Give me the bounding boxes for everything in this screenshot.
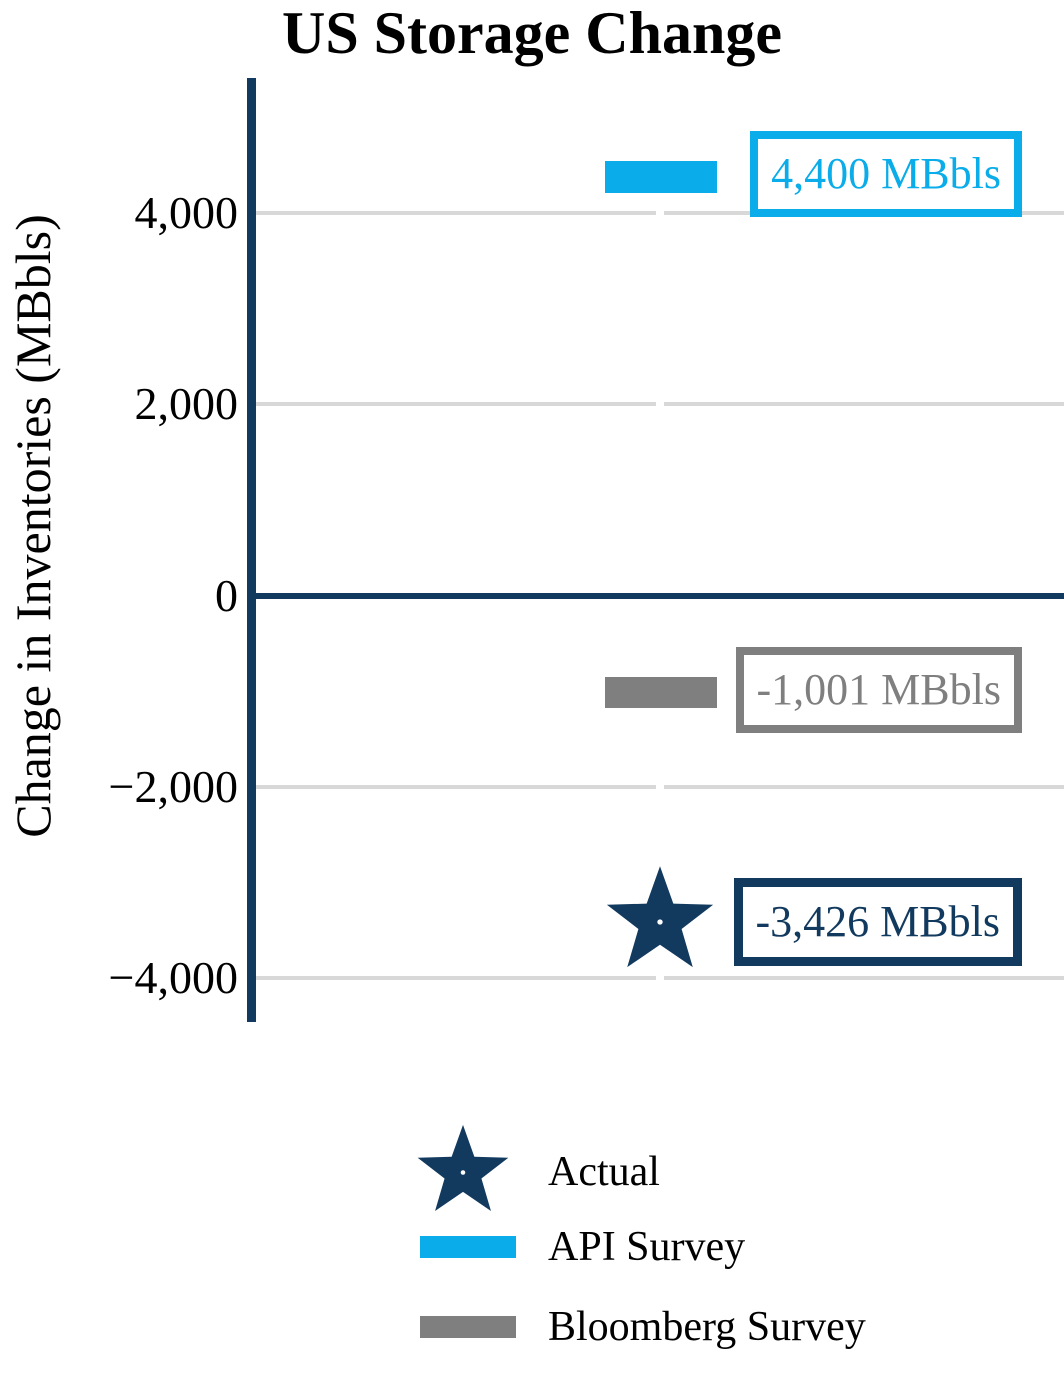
legend-star-icon — [417, 1124, 509, 1212]
zero-baseline — [250, 593, 1064, 599]
y-tick-0: 0 — [215, 570, 238, 621]
star-marker-actual — [606, 866, 714, 968]
chart-title: US Storage Change — [281, 0, 782, 66]
gridline-2000 — [256, 402, 1064, 406]
legend-label-api-survey: API Survey — [548, 1224, 746, 1270]
y-axis-title: Change in Inventories (MBbls) — [5, 214, 61, 838]
gridline-4000 — [256, 211, 1064, 215]
legend-label-actual: Actual — [548, 1149, 660, 1195]
y-tick-neg4000: −4,000 — [108, 952, 238, 1003]
legend-label-bloomberg-survey: Bloomberg Survey — [548, 1304, 866, 1350]
data-label-actual: -3,426 MBbls — [733, 878, 1022, 966]
gridline-neg2000 — [256, 785, 1064, 789]
bar-bloomberg-survey — [605, 677, 717, 708]
bar-api-survey — [605, 161, 717, 193]
gridline-neg4000 — [256, 976, 1064, 980]
data-label-api-survey: 4,400 MBbls — [750, 131, 1022, 217]
y-tick-neg2000: −2,000 — [108, 761, 238, 812]
legend-swatch-bloomberg-survey — [420, 1316, 516, 1338]
y-tick-4000: 4,000 — [134, 187, 239, 238]
y-axis-spine — [247, 78, 256, 1022]
data-label-bloomberg-survey: -1,001 MBbls — [735, 647, 1022, 733]
legend-swatch-api-survey — [420, 1236, 516, 1258]
y-tick-2000: 2,000 — [134, 378, 239, 429]
